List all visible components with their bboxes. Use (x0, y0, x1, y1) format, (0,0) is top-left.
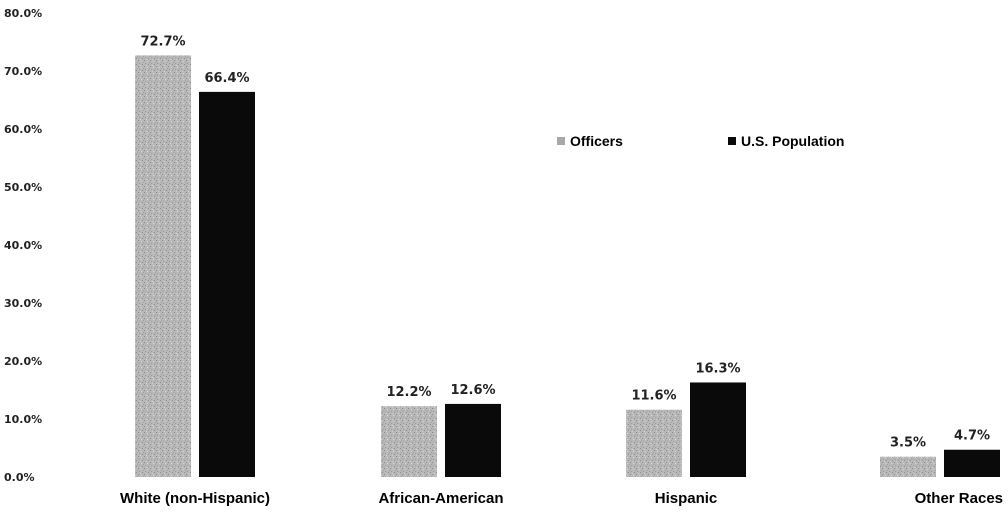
x-axis: White (non-Hispanic) African-American Hisp… (120, 490, 1003, 507)
y-tick-label: 50.0% (4, 181, 42, 194)
legend-label: U.S. Population (741, 133, 844, 149)
officers-legend-swatch (557, 137, 565, 145)
y-tick-label: 0.0% (4, 471, 35, 484)
y-tick-label: 10.0% (4, 413, 42, 426)
us-population-legend-swatch (728, 137, 736, 145)
us-population-bar (199, 91, 255, 477)
x-category-label: White (non-Hispanic) (120, 490, 270, 507)
bar-value-label: 12.2% (386, 385, 431, 400)
bar-value-label: 66.4% (204, 71, 249, 86)
y-tick-label: 30.0% (4, 297, 42, 310)
y-tick-label: 80.0% (4, 7, 42, 20)
legend: Officers U.S. Population (557, 133, 844, 149)
y-tick-label: 40.0% (4, 239, 42, 252)
bar-value-label: 4.7% (954, 429, 990, 444)
bar-value-label: 3.5% (890, 436, 926, 451)
legend-label: Officers (570, 133, 623, 149)
officers-bar (135, 55, 191, 478)
us-population-bar (690, 382, 746, 477)
y-tick-label: 60.0% (4, 123, 42, 136)
y-axis: 0.0% 10.0% 20.0% 30.0% 40.0% 50.0% 60.0% 70.0% 8… (4, 7, 42, 484)
officers-bar (880, 456, 936, 477)
bar-value-label: 72.7% (140, 34, 185, 49)
officers-bar (626, 409, 682, 477)
bar-value-label: 11.6% (631, 389, 676, 404)
bar-value-label: 16.3% (695, 361, 740, 376)
x-category-label: African-American (378, 490, 503, 507)
officers-bar (381, 406, 437, 477)
bars (135, 55, 1000, 478)
bar-value-label: 12.6% (450, 383, 495, 398)
y-tick-label: 20.0% (4, 355, 42, 368)
value-labels: 72.7% 66.4% 12.2% 12.6% 11.6% 16.3% 3.5% 4.7% (140, 34, 990, 450)
x-category-label: Hispanic (655, 490, 718, 507)
us-population-bar (944, 449, 1000, 477)
y-tick-label: 70.0% (4, 65, 42, 78)
us-population-bar (445, 403, 501, 477)
x-category-label: Other Races (915, 490, 1003, 507)
